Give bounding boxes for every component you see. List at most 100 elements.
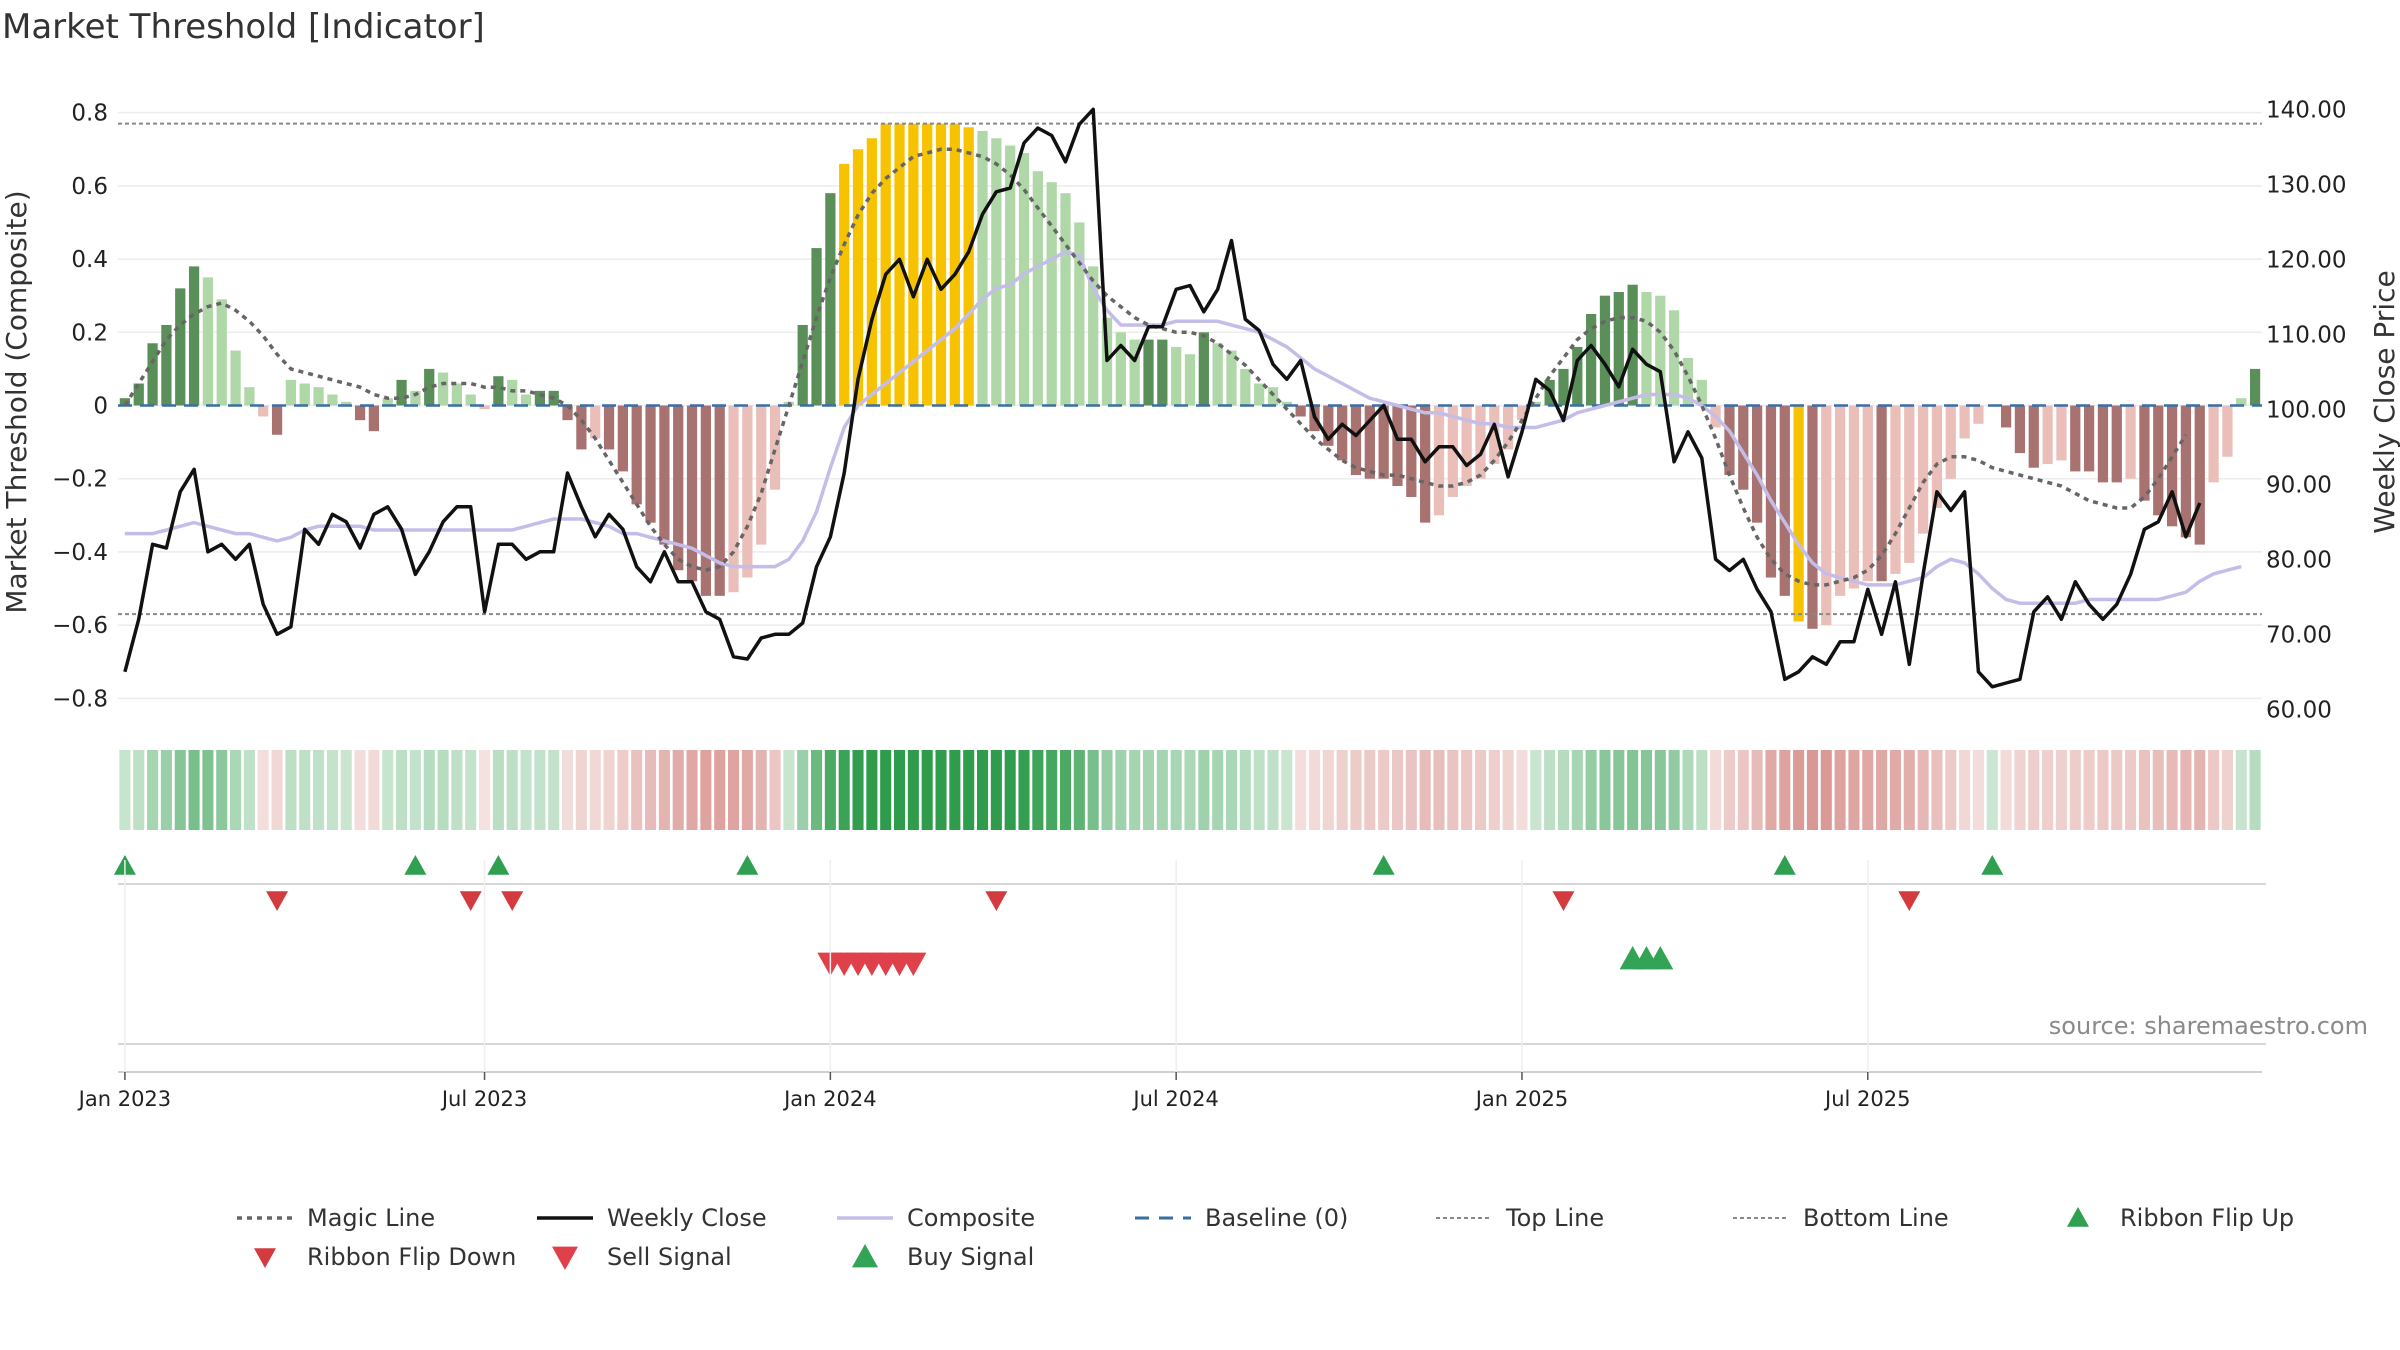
- legend-label: Weekly Close: [607, 1204, 767, 1232]
- ribbon-segment: [1336, 750, 1348, 830]
- ribbon-segment: [1668, 750, 1680, 830]
- ribbon-segment: [119, 750, 131, 830]
- composite-bar: [368, 405, 380, 432]
- ribbon-segment: [1557, 750, 1570, 830]
- ribbon-segment: [1544, 750, 1556, 830]
- legend-label: Ribbon Flip Up: [2120, 1204, 2294, 1232]
- ribbon-segment: [1391, 750, 1404, 830]
- composite-bar: [700, 405, 711, 596]
- ribbon-segment: [2028, 750, 2040, 830]
- composite-bar: [520, 394, 532, 406]
- composite-bar: [1475, 405, 1486, 479]
- y-left-tick-label: 0.8: [71, 101, 108, 127]
- composite-bar: [493, 376, 504, 406]
- ribbon-segment: [1765, 750, 1777, 830]
- composite-bar: [244, 387, 255, 406]
- ribbon-segment: [1225, 750, 1238, 830]
- composite-bar: [1765, 405, 1777, 578]
- composite-bar: [2236, 398, 2247, 406]
- composite-bar: [188, 266, 200, 406]
- ribbon-segment: [2069, 750, 2081, 830]
- ribbon-segment: [1253, 750, 1265, 830]
- y-left-tick-label: −0.6: [52, 613, 108, 639]
- composite-bar: [686, 405, 698, 582]
- composite-bar: [1876, 405, 1887, 582]
- ribbon-segment: [935, 750, 947, 830]
- ribbon-flip-up-marker: [404, 855, 427, 875]
- composite-bar: [590, 405, 601, 439]
- ribbon-flip-up-marker: [1981, 855, 2004, 875]
- composite-bar: [977, 130, 988, 406]
- legend-label: Magic Line: [307, 1204, 435, 1232]
- ribbon-flip-down-marker: [459, 891, 482, 911]
- composite-bar: [1184, 354, 1196, 406]
- composite-bar: [2014, 405, 2026, 454]
- ribbon-segment: [1087, 750, 1099, 830]
- composite-bar: [1599, 295, 1611, 406]
- x-tick-label: Jan 2024: [782, 1087, 877, 1111]
- composite-bar: [811, 248, 822, 406]
- ribbon-segment: [409, 750, 421, 830]
- composite-bar: [1959, 405, 1970, 439]
- ribbon-segment: [534, 750, 546, 830]
- ribbon-segment: [492, 750, 504, 830]
- composite-bar: [2028, 405, 2039, 468]
- ribbon-segment: [1488, 750, 1500, 830]
- ribbon-segment: [1959, 750, 1971, 830]
- ribbon-segment: [1876, 750, 1888, 830]
- composite-bar: [2249, 368, 2261, 406]
- y-left-tick-label: −0.4: [52, 540, 108, 566]
- ribbon-segment: [1419, 750, 1431, 830]
- composite-bar: [147, 343, 158, 406]
- ribbon-segment: [520, 750, 532, 830]
- ribbon-segment: [2208, 750, 2220, 830]
- composite-bar: [645, 405, 656, 523]
- ribbon-segment: [1945, 750, 1957, 830]
- composite-bar: [202, 277, 214, 406]
- ribbon-segment: [354, 750, 366, 830]
- composite-bar: [1724, 405, 1735, 476]
- ribbon-segment: [1447, 750, 1459, 830]
- composite-bar: [479, 405, 490, 410]
- ribbon-segment: [1986, 750, 1998, 830]
- chart-title: Market Threshold [Indicator]: [2, 7, 485, 47]
- ribbon-segment: [437, 750, 449, 830]
- composite-bar: [258, 405, 269, 417]
- composite-bar: [1917, 405, 1929, 534]
- ribbon-segment: [921, 750, 933, 830]
- ribbon-flip-up-marker: [1773, 855, 1796, 875]
- composite-bar: [2056, 405, 2067, 461]
- signal-rows: [113, 855, 2266, 1045]
- composite-bar: [1046, 182, 1057, 406]
- composite-bar: [1005, 145, 1016, 406]
- y-right-tick-label: 60.00: [2266, 697, 2332, 723]
- ribbon-segment: [1682, 750, 1694, 830]
- ribbon-segment: [810, 750, 823, 830]
- ribbon-segment: [1613, 750, 1625, 830]
- ribbon-segment: [686, 750, 698, 830]
- composite-bar: [1018, 152, 1030, 406]
- legend-label: Composite: [907, 1204, 1035, 1232]
- ribbon-segment: [2000, 750, 2012, 830]
- x-tick-label: Jul 2023: [440, 1087, 527, 1111]
- composite-bar: [894, 123, 905, 406]
- ribbon-segment: [1156, 750, 1168, 830]
- composite-bar: [1945, 405, 1956, 479]
- ribbon-segment: [2152, 750, 2164, 830]
- ribbon-flip-down-marker: [1552, 891, 1575, 911]
- composite-bar: [2153, 405, 2164, 516]
- ribbon-segment: [479, 750, 491, 830]
- ribbon-segment: [243, 750, 255, 830]
- composite-bar: [839, 163, 850, 406]
- composite-bar: [1641, 292, 1652, 406]
- composite-bar: [562, 405, 573, 421]
- composite-bar: [175, 288, 186, 406]
- composite-bar: [1489, 405, 1500, 465]
- composite-bar: [313, 387, 324, 406]
- ribbon-segment: [769, 750, 781, 830]
- ribbon-segment: [1640, 750, 1652, 830]
- composite-bar: [1240, 368, 1251, 406]
- composite-bar: [2111, 405, 2122, 483]
- ribbon-segment: [271, 750, 283, 830]
- x-tick-label: Jul 2024: [1131, 1087, 1218, 1111]
